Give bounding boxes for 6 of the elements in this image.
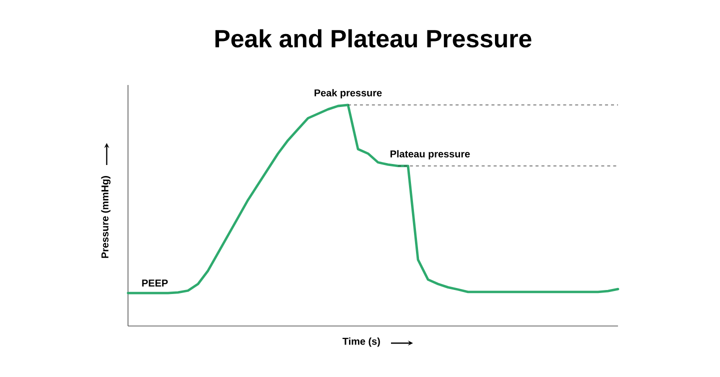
annotation: Peak pressure bbox=[314, 89, 382, 98]
annotation: PEEP bbox=[142, 280, 168, 287]
y-axis-title: Pressure (mmHg) bbox=[101, 176, 110, 258]
chart-title: Peak and Plateau Pressure bbox=[215, 29, 532, 48]
annotation: Plateau pressure bbox=[390, 150, 470, 160]
x-axis-title: Time (s) bbox=[342, 338, 380, 347]
